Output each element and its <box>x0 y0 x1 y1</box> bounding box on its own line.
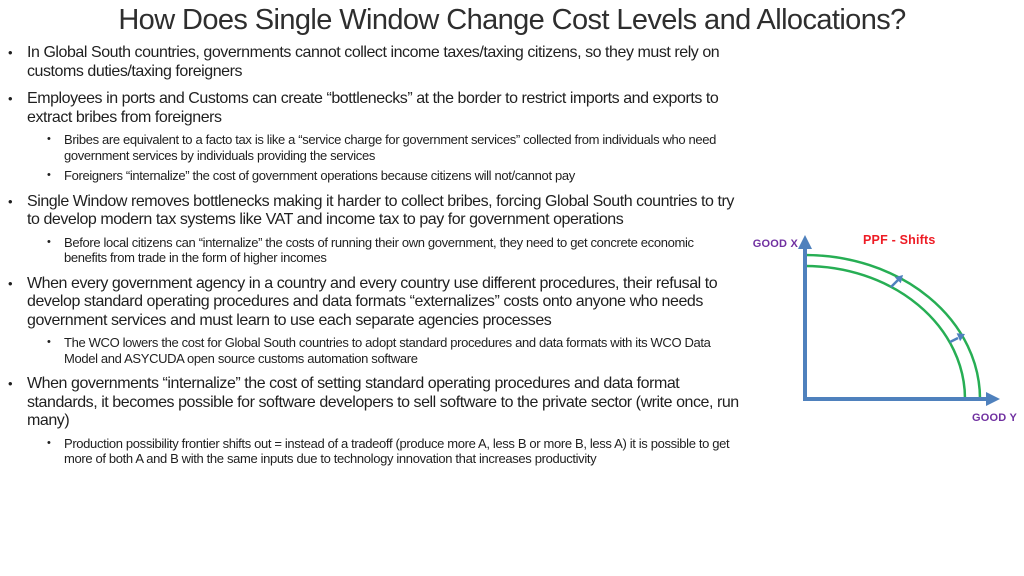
slide-title: How Does Single Window Change Cost Level… <box>118 4 906 36</box>
ppf-shifts-diagram: GOOD X PPF - Shifts GOOD Y <box>753 233 1017 424</box>
bullet-item: • When governments “internalize” the cos… <box>8 375 750 431</box>
bullet-marker: • <box>8 193 13 209</box>
bullet-text: Single Window removes bottlenecks making… <box>27 192 734 229</box>
bullet-item: • In Global South countries, governments… <box>8 44 750 81</box>
bullet-text: When every government agency in a countr… <box>27 274 718 329</box>
bullet-marker: • <box>8 91 13 106</box>
x-axis-arrowhead-icon <box>986 392 1000 406</box>
sub-bullet-text: The WCO lowers the cost for Global South… <box>64 335 711 366</box>
sub-bullet-text: Before local citizens can “internalize” … <box>64 234 694 266</box>
shift-arrow-lower-icon <box>949 336 959 344</box>
bullet-marker: • <box>47 336 51 348</box>
bullet-marker: • <box>8 275 13 291</box>
sub-bullet-item: • Foreigners “internalize” the cost of g… <box>47 168 739 184</box>
y-axis-arrowhead-icon <box>798 235 812 249</box>
diagram-title: PPF - Shifts <box>863 233 936 247</box>
bullet-list: • In Global South countries, governments… <box>8 44 750 467</box>
bullet-text: In Global South countries, governments c… <box>27 44 720 80</box>
bullet-marker: • <box>47 235 51 248</box>
sub-bullet-text: Production possibility frontier shifts o… <box>64 435 730 467</box>
bullet-item: • Single Window removes bottlenecks maki… <box>8 193 750 230</box>
sub-bullet-item: • Production possibility frontier shifts… <box>47 436 739 467</box>
bullet-marker: • <box>47 169 51 181</box>
shift-arrow-lower-head-icon <box>956 333 965 342</box>
bullet-item: • Employees in ports and Customs can cre… <box>8 90 750 127</box>
sub-bullet-text: Bribes are equivalent to a facto tax is … <box>64 132 717 163</box>
shift-arrow-upper-head-icon <box>894 275 903 284</box>
bullet-marker: • <box>8 376 13 391</box>
sub-bullet-item: • The WCO lowers the cost for Global Sou… <box>47 335 739 366</box>
bullet-marker: • <box>47 133 51 145</box>
bullet-marker: • <box>8 45 13 60</box>
bullet-item: • When every government agency in a coun… <box>8 275 750 331</box>
shift-arrow-upper-icon <box>890 279 899 288</box>
x-axis-label: GOOD Y <box>972 412 1017 424</box>
ppf-curve-outer <box>804 253 982 400</box>
bullet-marker: • <box>47 436 51 449</box>
bullet-text: When governments “internalize” the cost … <box>27 375 739 429</box>
sub-bullet-item: • Bribes are equivalent to a facto tax i… <box>47 132 739 163</box>
ppf-curve-inner <box>804 264 967 400</box>
bullet-text: Employees in ports and Customs can creat… <box>27 90 719 126</box>
sub-bullet-item: • Before local citizens can “internalize… <box>47 235 739 266</box>
y-axis-label: GOOD X <box>753 238 799 250</box>
sub-bullet-text: Foreigners “internalize” the cost of gov… <box>64 168 575 183</box>
